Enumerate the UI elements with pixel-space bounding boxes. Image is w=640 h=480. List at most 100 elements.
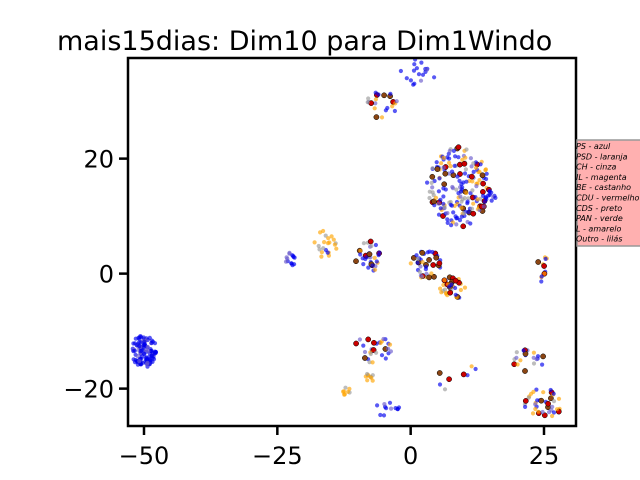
data-point <box>441 282 446 288</box>
data-point <box>374 350 379 355</box>
data-point <box>534 387 539 392</box>
data-point <box>540 362 545 367</box>
data-point <box>367 238 374 245</box>
data-point <box>533 402 538 407</box>
data-point <box>292 262 297 267</box>
data-point <box>353 340 359 347</box>
data-point <box>540 409 545 415</box>
data-point <box>379 115 385 120</box>
data-point <box>470 210 477 217</box>
data-point <box>321 246 326 251</box>
data-point <box>430 262 437 268</box>
data-point <box>455 174 460 179</box>
data-point <box>374 259 379 264</box>
data-point <box>366 251 373 258</box>
data-point <box>449 223 454 228</box>
x-tick-label: 25 <box>529 442 560 470</box>
data-point <box>386 346 391 351</box>
data-point <box>387 400 393 405</box>
data-point <box>463 155 468 160</box>
data-point <box>360 256 365 261</box>
data-point <box>325 250 330 255</box>
data-point <box>149 354 154 359</box>
data-point <box>461 160 468 167</box>
data-point <box>514 350 519 355</box>
data-point <box>548 387 553 393</box>
data-point <box>484 171 489 176</box>
data-point <box>466 196 471 201</box>
data-point <box>442 387 448 392</box>
data-point <box>473 165 479 170</box>
data-point <box>541 263 547 269</box>
data-point <box>388 349 393 354</box>
data-point <box>319 254 324 259</box>
legend-entry: Outro - lilás <box>576 235 622 244</box>
data-point <box>445 155 450 160</box>
data-point <box>460 185 465 190</box>
data-point <box>375 403 380 408</box>
data-point <box>425 180 430 185</box>
data-point <box>370 360 375 365</box>
data-point <box>424 67 429 72</box>
data-point <box>358 252 363 257</box>
data-point <box>362 349 368 355</box>
data-point <box>441 194 446 199</box>
data-point <box>373 267 378 272</box>
data-point <box>477 169 482 174</box>
data-point <box>290 253 295 258</box>
data-point <box>429 180 434 185</box>
data-point <box>382 402 387 407</box>
data-point <box>414 253 419 258</box>
data-point <box>551 399 557 404</box>
data-point <box>372 106 377 111</box>
data-point <box>378 412 383 418</box>
data-point <box>471 169 476 174</box>
data-point <box>381 92 387 99</box>
data-point <box>550 413 555 419</box>
data-point <box>362 355 368 361</box>
data-point <box>317 247 322 252</box>
data-point <box>458 189 464 194</box>
data-point <box>365 336 372 343</box>
data-point <box>447 148 452 154</box>
data-point <box>453 154 458 159</box>
data-point <box>368 351 373 357</box>
data-point <box>540 353 546 360</box>
data-point <box>426 257 432 263</box>
data-point <box>427 189 432 194</box>
data-point <box>322 240 327 245</box>
data-point <box>372 255 377 260</box>
data-point <box>323 233 328 238</box>
data-point <box>429 271 434 276</box>
x-tick-label: 0 <box>403 442 418 470</box>
data-point <box>365 371 370 377</box>
data-point <box>144 362 150 367</box>
data-point <box>347 386 352 391</box>
data-point <box>531 350 537 355</box>
data-point <box>478 162 483 167</box>
data-point <box>137 359 142 364</box>
data-point <box>143 348 149 353</box>
data-point <box>427 249 432 254</box>
data-point <box>526 395 531 400</box>
data-point <box>432 75 437 80</box>
data-point <box>415 256 420 262</box>
data-point <box>535 259 542 265</box>
data-point <box>464 147 469 152</box>
data-point <box>518 358 523 363</box>
data-point <box>522 368 528 374</box>
data-point <box>361 241 366 246</box>
data-point <box>480 189 486 195</box>
data-point <box>329 234 334 239</box>
data-point <box>470 188 475 193</box>
data-point <box>394 99 399 104</box>
data-point <box>464 190 469 196</box>
data-point <box>430 166 435 171</box>
x-axis-ticks: −50 −25 0 25 <box>119 426 560 470</box>
data-point <box>457 218 463 223</box>
legend-box <box>576 139 640 247</box>
data-point <box>153 350 158 355</box>
plot-frame <box>126 56 578 428</box>
data-point <box>367 360 372 365</box>
